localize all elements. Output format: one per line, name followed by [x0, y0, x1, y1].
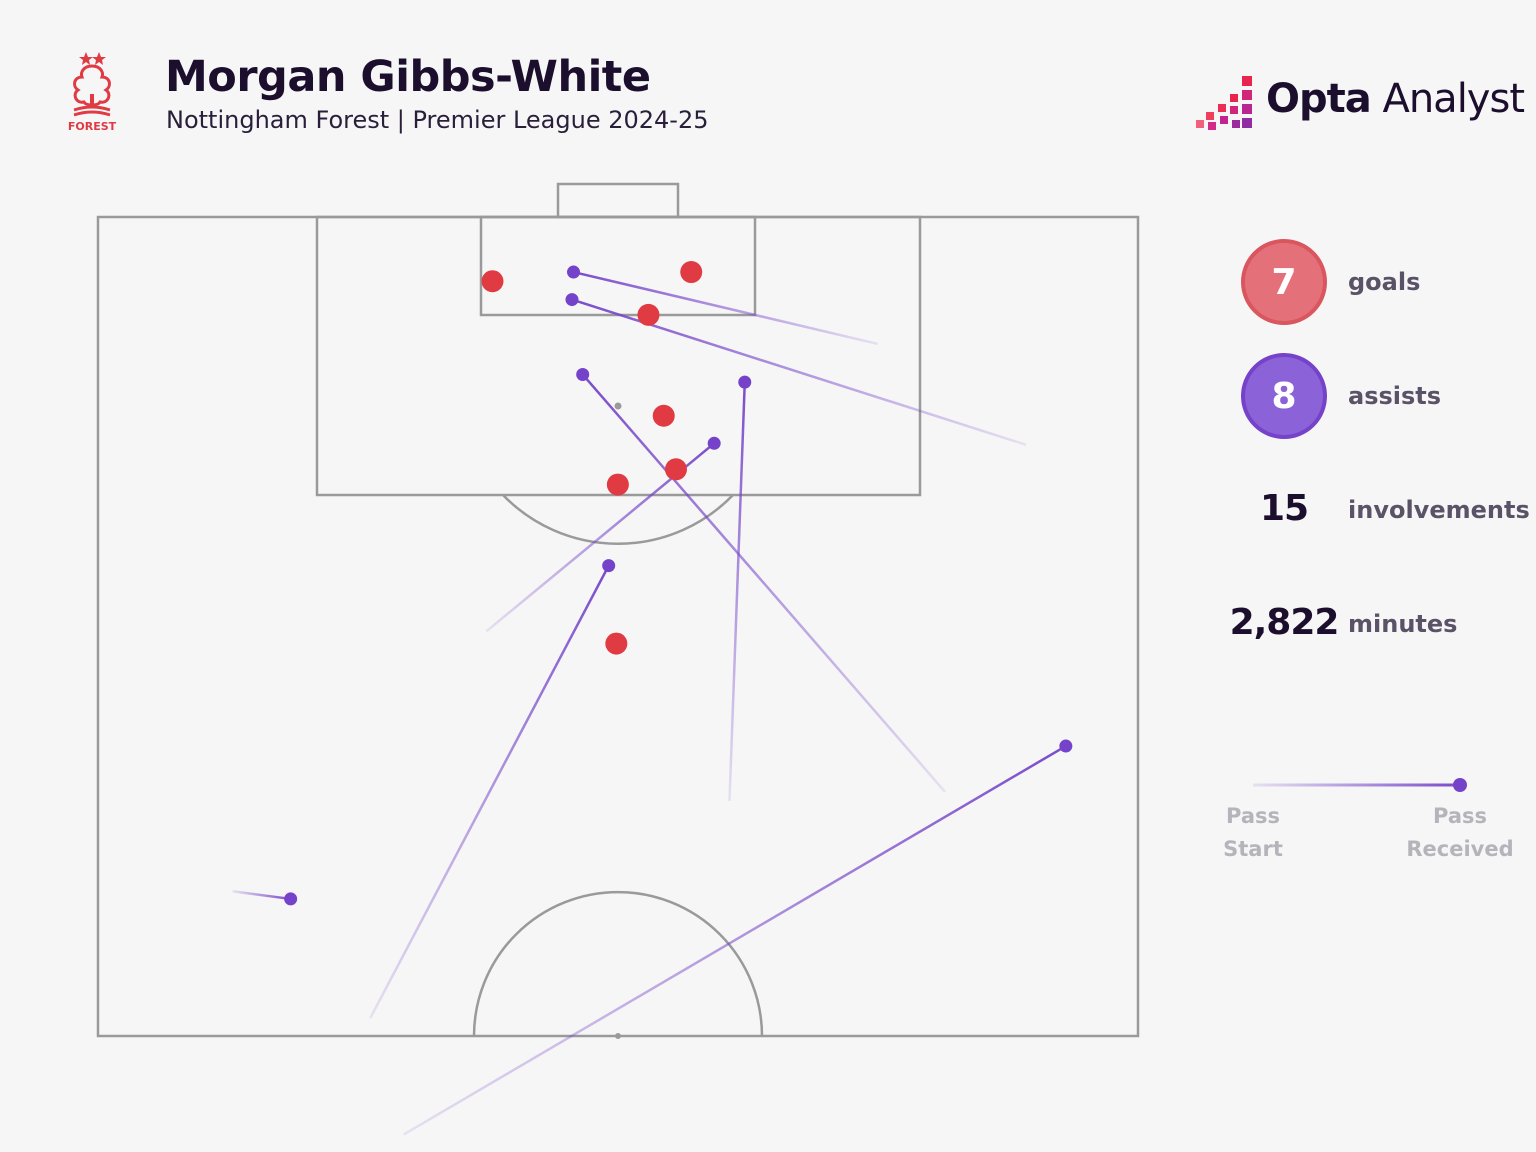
assist-pass-line — [232, 890, 291, 901]
pitch-markings — [96, 182, 1140, 1038]
goals-count-badge: 7 — [1241, 239, 1327, 325]
assist-pass-received-dot — [576, 367, 590, 381]
centre-spot — [615, 1033, 621, 1039]
team-league-subtitle: Nottingham Forest | Premier League 2024-… — [166, 106, 709, 134]
six-yard-box — [479, 215, 757, 317]
opta-mark-icon — [1196, 76, 1252, 130]
assist-pass-line — [581, 373, 947, 793]
assist-pass-received-dot — [567, 265, 581, 279]
legend-start-line2: Start — [1223, 837, 1283, 861]
brand-opta: Opta — [1266, 76, 1372, 122]
centre-circle — [472, 890, 764, 1037]
goal-shot-dot — [664, 458, 687, 481]
assist-pass-line — [403, 744, 1067, 1136]
goal-shot-dot — [605, 632, 628, 655]
legend-pass-received: Pass Received — [1400, 800, 1520, 866]
minutes-label: minutes — [1348, 610, 1458, 638]
assist-pass-line — [369, 565, 610, 1019]
assist-pass-received-dot — [738, 375, 752, 389]
assist-pass-line — [573, 270, 879, 346]
goals-label: goals — [1348, 268, 1421, 296]
assist-pass-line — [728, 382, 747, 802]
penalty-spot — [614, 402, 622, 410]
legend-end-line1: Pass — [1433, 804, 1487, 828]
legend-pass-dot — [1453, 778, 1467, 792]
club-crest-logo: FOREST — [68, 52, 117, 133]
goal-shot-dot — [481, 270, 504, 293]
assist-pass-received-dot — [602, 559, 616, 573]
assist-pass-received-dot — [707, 436, 721, 450]
legend-end-line2: Received — [1406, 837, 1514, 861]
legend-start-line1: Pass — [1226, 804, 1280, 828]
penalty-arc — [502, 494, 734, 545]
assist-pass-received-dot — [1059, 739, 1073, 753]
involvements-label: involvements — [1348, 496, 1530, 524]
player-name-title: Morgan Gibbs-White — [165, 52, 651, 102]
goal-frame — [556, 182, 680, 219]
assist-layer — [232, 265, 1073, 1136]
legend-pass-start: Pass Start — [1193, 800, 1313, 866]
assist-pass-received-dot — [284, 892, 298, 906]
goal-shot-dot — [652, 404, 675, 427]
assists-label: assists — [1348, 382, 1442, 410]
assist-pass-received-dot — [565, 293, 579, 307]
pitch-outline — [96, 215, 1140, 1038]
goal-layer — [481, 261, 703, 655]
brand-analyst: Analyst — [1382, 76, 1525, 122]
goal-shot-dot — [680, 261, 703, 284]
goal-shot-dot — [637, 303, 660, 326]
opta-analyst-logo: Opta Analyst — [1196, 72, 1525, 136]
minutes-value: 2,822 — [1229, 602, 1340, 643]
penalty-area — [315, 215, 922, 497]
club-crest-text: FOREST — [68, 120, 117, 133]
goal-shot-dot — [606, 473, 629, 496]
assists-count-badge: 8 — [1241, 353, 1327, 439]
involvements-value: 15 — [1259, 488, 1309, 529]
